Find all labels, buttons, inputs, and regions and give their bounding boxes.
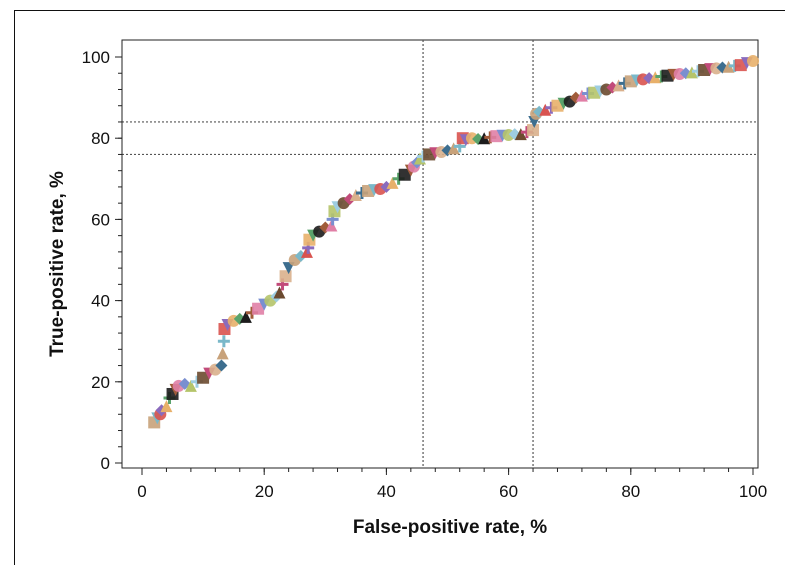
data-point (722, 60, 735, 73)
x-tick-label: 40 (377, 482, 396, 501)
x-tick-label: 80 (621, 482, 640, 501)
y-tick-label: 20 (91, 373, 110, 392)
data-point (649, 71, 662, 84)
data-point (447, 142, 460, 155)
data-point (612, 79, 625, 92)
data-point (216, 347, 229, 360)
x-tick-label: 20 (255, 482, 274, 501)
data-point (386, 176, 399, 189)
y-tick-label: 80 (91, 129, 110, 148)
data-point (273, 286, 286, 299)
data-point (734, 59, 747, 72)
data-point (325, 219, 338, 232)
data-point (279, 270, 292, 283)
x-tick-label: 100 (739, 482, 767, 501)
data-point (747, 55, 759, 68)
data-point (539, 103, 552, 116)
x-axis-title: False-positive rate, % (353, 517, 547, 538)
y-tick-label: 40 (91, 292, 110, 311)
data-point (239, 310, 252, 323)
y-axis-title: True-positive rate, % (47, 171, 68, 357)
data-point (575, 89, 588, 102)
data-point (160, 400, 173, 413)
x-tick-label: 0 (137, 482, 146, 501)
data-point (514, 128, 527, 141)
data-point (685, 66, 698, 79)
x-tick-label: 60 (499, 482, 518, 501)
y-tick-label: 0 (101, 454, 110, 473)
data-point (349, 189, 362, 202)
data-point (398, 168, 411, 181)
data-point (184, 379, 197, 392)
plot-border (121, 39, 759, 469)
data-point (215, 359, 228, 372)
figure-frame (14, 10, 785, 565)
data-point (478, 132, 491, 145)
data-point (217, 335, 230, 348)
data-point (197, 371, 210, 384)
y-tick-label: 60 (91, 210, 110, 229)
data-point (252, 302, 265, 315)
data-point (527, 124, 540, 137)
y-tick-label: 100 (82, 48, 110, 67)
